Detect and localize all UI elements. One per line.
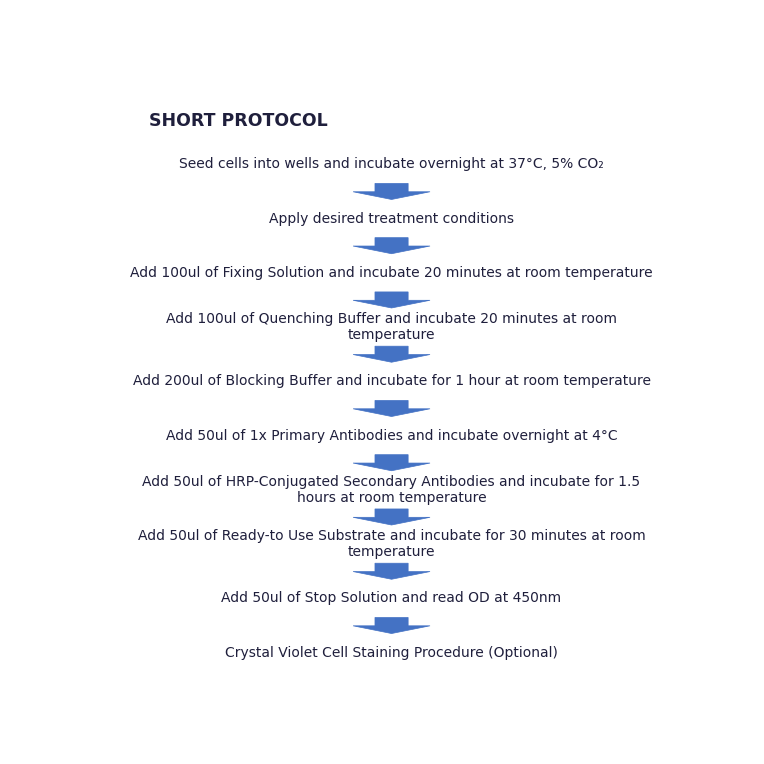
Polygon shape — [353, 455, 430, 471]
Polygon shape — [353, 509, 430, 525]
Text: Add 50ul of HRP-Conjugated Secondary Antibodies and incubate for 1.5
hours at ro: Add 50ul of HRP-Conjugated Secondary Ant… — [143, 474, 640, 505]
Text: Add 100ul of Fixing Solution and incubate 20 minutes at room temperature: Add 100ul of Fixing Solution and incubat… — [130, 266, 653, 280]
Text: SHORT PROTOCOL: SHORT PROTOCOL — [149, 112, 328, 131]
Text: Seed cells into wells and incubate overnight at 37°C, 5% CO₂: Seed cells into wells and incubate overn… — [180, 157, 604, 171]
Text: Apply desired treatment conditions: Apply desired treatment conditions — [269, 212, 514, 225]
Polygon shape — [353, 292, 430, 308]
Polygon shape — [353, 346, 430, 362]
Text: Add 100ul of Quenching Buffer and incubate 20 minutes at room
temperature: Add 100ul of Quenching Buffer and incuba… — [166, 312, 617, 342]
Text: Add 50ul of Ready-to Use Substrate and incubate for 30 minutes at room
temperatu: Add 50ul of Ready-to Use Substrate and i… — [138, 529, 646, 559]
Text: Add 200ul of Blocking Buffer and incubate for 1 hour at room temperature: Add 200ul of Blocking Buffer and incubat… — [132, 374, 651, 388]
Polygon shape — [353, 617, 430, 633]
Polygon shape — [353, 238, 430, 254]
Text: Add 50ul of Stop Solution and read OD at 450nm: Add 50ul of Stop Solution and read OD at… — [222, 591, 562, 605]
Text: Add 50ul of 1x Primary Antibodies and incubate overnight at 4°C: Add 50ul of 1x Primary Antibodies and in… — [166, 429, 617, 442]
Polygon shape — [353, 400, 430, 416]
Polygon shape — [353, 183, 430, 199]
Text: Crystal Violet Cell Staining Procedure (Optional): Crystal Violet Cell Staining Procedure (… — [225, 646, 558, 659]
Polygon shape — [353, 563, 430, 579]
